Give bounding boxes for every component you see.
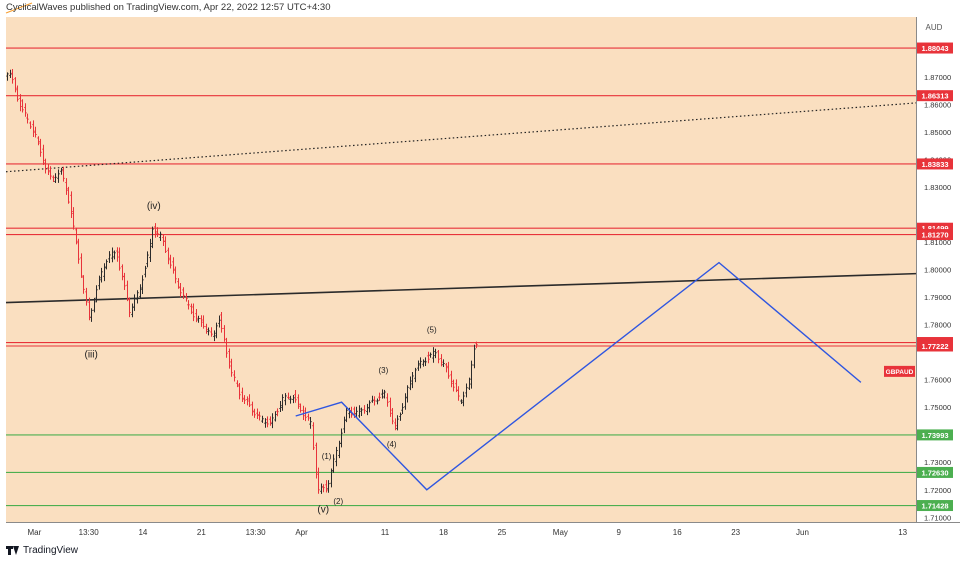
wave-label-3: (v) [317,505,329,516]
wave-label-6: (3) [378,366,388,375]
level-tag: 1.73993 [917,429,953,441]
price-axis[interactable]: 1.71000 1.72000 1.73000 1.75000 1.76000 1.780… [924,73,951,523]
time-tick-label: 13:30 [246,528,267,537]
time-tick-label: 16 [673,528,682,537]
level-tag-label: 1.88043 [921,44,948,53]
time-tick-label: 25 [497,528,506,537]
currency-label: AUD [926,23,943,32]
time-tick-label: 13 [898,528,907,537]
level-tag: 1.77222 [917,340,953,352]
time-tick-label: Mar [27,528,41,537]
level-tags: 1.880431.863131.838331.814991.812701.773… [884,42,953,512]
dotted-trend-line[interactable] [5,102,917,173]
level-tag-label: 1.83833 [921,160,948,169]
level-tag-label: 1.72630 [921,468,948,477]
level-tag-label: 1.81499 [921,224,948,233]
wave-label-2: (iii) [84,350,97,361]
time-tick-label: 14 [138,528,147,537]
solid-trend-line[interactable] [5,272,917,304]
price-tick-label: 1.78000 [924,321,951,330]
price-tick-label: 1.87000 [924,73,951,82]
wave-label-5: (2) [333,497,343,506]
price-tick-label: 1.76000 [924,376,951,385]
wave-label-8: (5) [427,325,437,334]
projection-path[interactable] [295,261,862,491]
level-tag-label: 1.73993 [921,431,948,440]
tradingview-logo-icon [6,546,19,555]
time-tick-label: 9 [617,528,622,537]
level-tag: 1.86313 [917,90,953,102]
symbol-tag-bg [884,365,915,377]
price-tick-label: 1.72000 [924,486,951,495]
time-tick-label: 21 [197,528,206,537]
level-tag-label: 1.71428 [921,502,948,511]
time-tick-label: May [553,528,568,537]
level-tag-label: 1.81270 [921,231,948,240]
price-tick-label: 1.86000 [924,100,951,109]
level-tag-bg [917,222,953,234]
plot-background [6,17,916,522]
publish-header: CyclicalWaves published on TradingView.c… [6,2,331,13]
level-tag-bg [917,429,953,441]
price-tick-label: 1.71000 [924,513,951,522]
level-tag-bg [917,500,953,512]
tradingview-footer[interactable]: TradingView [6,545,78,556]
wave-labels: (iv) (iii) (v) (1) (2) (3) (4) (5) [84,201,437,516]
time-tick-label: Jun [796,528,809,537]
level-tag: 1.72630 [917,466,953,478]
price-tick-label: 1.81000 [924,238,951,247]
level-tag: 1.83833 [917,158,953,170]
price-tick-label: 1.79000 [924,293,951,302]
level-tag-bg [917,229,953,241]
level-tag-label: 1.77222 [921,342,948,351]
level-tag: 1.81499 [917,222,953,234]
time-tick-label: 13:30 [79,528,100,537]
level-tag-label: 1.86313 [921,92,948,101]
symbol-tag-label: GBPAUD [886,369,914,376]
time-tick-label: 18 [439,528,448,537]
time-tick-label: 23 [731,528,740,537]
level-tag: 1.88043 [917,42,953,54]
level-tag-bg [917,42,953,54]
candles [6,68,478,494]
price-tick-label: 1.83000 [924,183,951,192]
wave-label-7: (4) [387,440,397,449]
time-tick-label: 11 [381,528,390,537]
level-tag-bg [917,158,953,170]
wave-label-1: (iv) [147,201,161,212]
level-tag-bg [917,340,953,352]
orange-line-fragment [5,2,33,14]
time-tick-label: Apr [295,528,308,537]
price-tick-label: 1.80000 [924,266,951,275]
footer-brand: TradingView [23,545,79,556]
price-tick-label: 1.73000 [924,458,951,467]
price-tick-label: 1.85000 [924,128,951,137]
time-axis[interactable]: Mar 13:30 14 21 13:30 Apr 11 18 25 May 9 16 23 Jun 13 [27,528,907,537]
level-tag-bg [917,466,953,478]
trend-lines [5,2,917,304]
level-tag-bg [917,90,953,102]
level-tag: 1.71428 [917,500,953,512]
price-tick-label: 1.75000 [924,403,951,412]
wave-label-4: (1) [322,452,332,461]
projection [295,261,862,491]
level-tag: 1.81270 [917,229,953,241]
